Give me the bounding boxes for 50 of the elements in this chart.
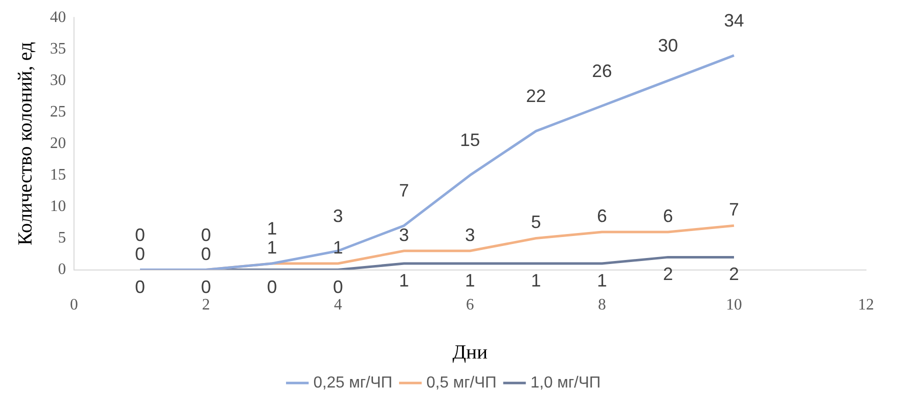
- y-axis-title: Количество колоний, ед: [14, 42, 36, 246]
- data-label: 34: [724, 10, 744, 30]
- data-label: 3: [332, 206, 344, 226]
- data-label: 5: [530, 212, 542, 232]
- data-label: 1: [464, 270, 476, 290]
- data-label: 0: [266, 276, 278, 297]
- data-label: 1: [398, 270, 410, 290]
- data-label: 0: [200, 224, 212, 245]
- data-label: 30: [658, 36, 678, 56]
- y-tick-label: 0: [58, 261, 66, 278]
- data-label: 3: [398, 224, 410, 245]
- y-tick-label: 35: [50, 40, 66, 58]
- data-label: 6: [596, 206, 608, 226]
- data-label: 26: [592, 60, 612, 81]
- data-label: 0: [134, 244, 146, 264]
- data-label: 2: [662, 264, 674, 284]
- data-label: 1: [596, 270, 608, 290]
- data-label: 0: [332, 276, 344, 297]
- y-tick-label: 15: [50, 166, 66, 184]
- x-tick-label: 4: [334, 296, 342, 314]
- x-tick-label: 12: [858, 296, 874, 314]
- data-label: 1: [266, 218, 278, 238]
- y-tick-label: 40: [50, 8, 66, 26]
- y-tick-label: 30: [50, 72, 66, 89]
- y-tick-label: 25: [50, 103, 66, 120]
- y-tick-label: 20: [50, 134, 66, 152]
- x-tick-label: 2: [202, 296, 210, 314]
- data-label: 2: [728, 264, 740, 284]
- x-axis-title: Дни: [452, 341, 488, 364]
- x-tick-label: 10: [726, 296, 742, 314]
- data-label: 6: [662, 206, 674, 226]
- data-label: 0: [200, 244, 212, 264]
- x-tick-label: 6: [466, 296, 474, 314]
- legend-label: 0,25 мг/ЧП: [313, 374, 392, 392]
- data-label: 0: [200, 276, 212, 297]
- y-tick-label: 10: [50, 198, 66, 215]
- data-label: 3: [464, 224, 476, 245]
- data-label: 15: [460, 130, 480, 150]
- data-label: 7: [728, 200, 740, 220]
- data-label: 0: [134, 276, 146, 297]
- data-label: 0: [134, 224, 146, 245]
- data-label: 1: [266, 237, 278, 258]
- data-label: 7: [398, 180, 410, 201]
- data-label: 1: [530, 270, 542, 290]
- x-tick-label: 8: [598, 296, 606, 314]
- x-tick-label: 0: [70, 296, 78, 314]
- data-label: 22: [526, 86, 546, 106]
- y-tick-label: 5: [58, 229, 66, 246]
- legend-label: 0,5 мг/ЧП: [426, 374, 497, 392]
- legend-label: 1,0 мг/ЧП: [530, 374, 601, 392]
